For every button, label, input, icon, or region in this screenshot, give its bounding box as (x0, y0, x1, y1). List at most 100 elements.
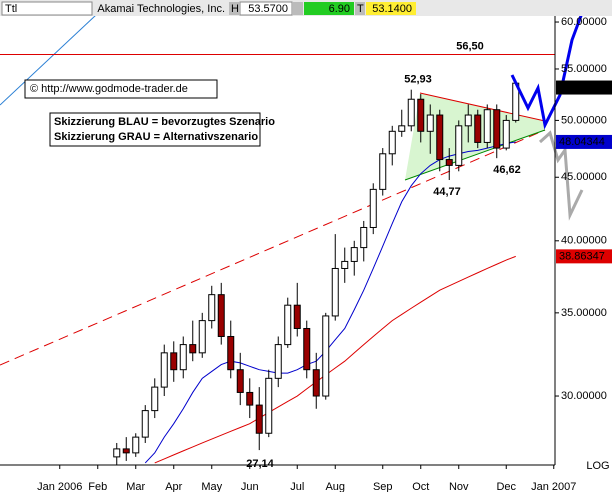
candle-body (398, 125, 406, 132)
trend-line (404, 129, 546, 181)
x-tick-label: May (201, 481, 222, 492)
x-tick-label: Dec (496, 481, 516, 492)
candle-body (312, 369, 320, 397)
trend-line (419, 92, 546, 122)
chg-value: 6.90 (329, 3, 350, 15)
label-box (355, 2, 365, 15)
legend-box (49, 112, 261, 147)
annotation: 52,93 (404, 74, 432, 86)
annotation: 27,14 (246, 458, 274, 470)
level-label: 56,50 (456, 40, 484, 52)
candle-body (170, 352, 178, 371)
candle-body (208, 294, 216, 322)
annotation: 46,62 (493, 164, 521, 176)
h-value: 53.5700 (248, 3, 288, 15)
x-tick-label: Jul (290, 481, 304, 492)
value-flag (556, 134, 612, 149)
x-tick-label: Apr (165, 481, 182, 492)
candle-body (293, 304, 301, 329)
candle-body (331, 267, 339, 317)
candle-body (493, 109, 501, 149)
candle-body (388, 130, 396, 155)
candle-body (151, 386, 159, 412)
plot (0, 53, 555, 465)
candle-body (502, 119, 510, 149)
candle-body (369, 188, 377, 228)
x-tick-label: Jun (241, 481, 259, 492)
value-flag-label: 48.04344 (559, 136, 605, 148)
stock-name: Akamai Technologies, Inc. (97, 3, 225, 15)
candle-body (274, 344, 282, 379)
candle-body (322, 315, 330, 397)
candle-body (436, 114, 444, 161)
candle-body (379, 153, 387, 190)
scenario-blue (510, 4, 587, 130)
value-flag-label: 38.86347 (559, 250, 605, 262)
candle-body (284, 304, 292, 346)
annotation: 44,77 (433, 186, 461, 198)
value-flag (556, 249, 612, 264)
candle-body (265, 377, 273, 434)
y-tick-label: 55.00000 (561, 63, 607, 75)
candle-body (474, 114, 482, 143)
candle-body (407, 98, 415, 127)
candle-body (217, 294, 225, 337)
trend-line (0, 129, 546, 366)
candle-body (255, 404, 263, 434)
candle-body (227, 335, 235, 371)
candle-body (160, 352, 168, 388)
y-tick-label: 45.00000 (561, 171, 607, 183)
candle-body (483, 109, 491, 143)
candle-body (179, 344, 187, 371)
x-tick-label: Sep (373, 481, 393, 492)
x-tick-label: Nov (449, 481, 469, 492)
candle-body (426, 114, 434, 132)
x-tick-label: Feb (88, 481, 107, 492)
x-tick-label: Oct (412, 481, 429, 492)
moving-average (154, 255, 516, 464)
candle-body (141, 410, 149, 438)
candle-body (445, 159, 453, 166)
url-box (24, 79, 218, 99)
y-tick-label: 30.00000 (561, 390, 607, 402)
candle-body (189, 344, 197, 354)
t-value: 53.1400 (372, 3, 412, 15)
candle-body (198, 320, 206, 354)
x-tick-label: Jan 2006 (37, 481, 82, 492)
y-tick-label: 35.00000 (561, 307, 607, 319)
trend-line (0, 0, 113, 106)
candle-body (350, 247, 358, 262)
candle-body (341, 260, 349, 269)
candle-body (113, 448, 121, 458)
y-tick-label: 60.00000 (561, 16, 607, 28)
moving-average (144, 141, 516, 464)
label-box (229, 2, 239, 15)
value-flag (556, 80, 612, 95)
y-tick-label: 50.00000 (561, 114, 607, 126)
candle-body (360, 226, 368, 249)
ticker-box (1, 1, 93, 16)
legend-text: Skizzierung GRAU = Alternativszenario (54, 131, 258, 143)
candle-body (417, 98, 425, 132)
y-tick-label: 40.00000 (561, 235, 607, 247)
x-tick-label: Mar (126, 481, 145, 492)
candle-body (246, 391, 254, 406)
legend-text: Skizzierung BLAU = bevorzugtes Szenario (54, 116, 275, 128)
x-tick-label: Aug (325, 481, 345, 492)
label-box (293, 2, 303, 15)
ticker: Ttl (5, 3, 17, 15)
url: © http://www.godmode-trader.de (30, 83, 188, 95)
value-box (239, 1, 293, 16)
h-label: H (231, 3, 239, 15)
candle-body (303, 327, 311, 371)
value-flag-label: 53.1400 (559, 81, 599, 93)
candle-body (236, 369, 244, 393)
candle-body (464, 114, 472, 127)
log-label: LOG (586, 460, 609, 472)
scenario-gray (538, 130, 584, 221)
t-label: T (357, 3, 364, 15)
value-box (366, 2, 416, 15)
